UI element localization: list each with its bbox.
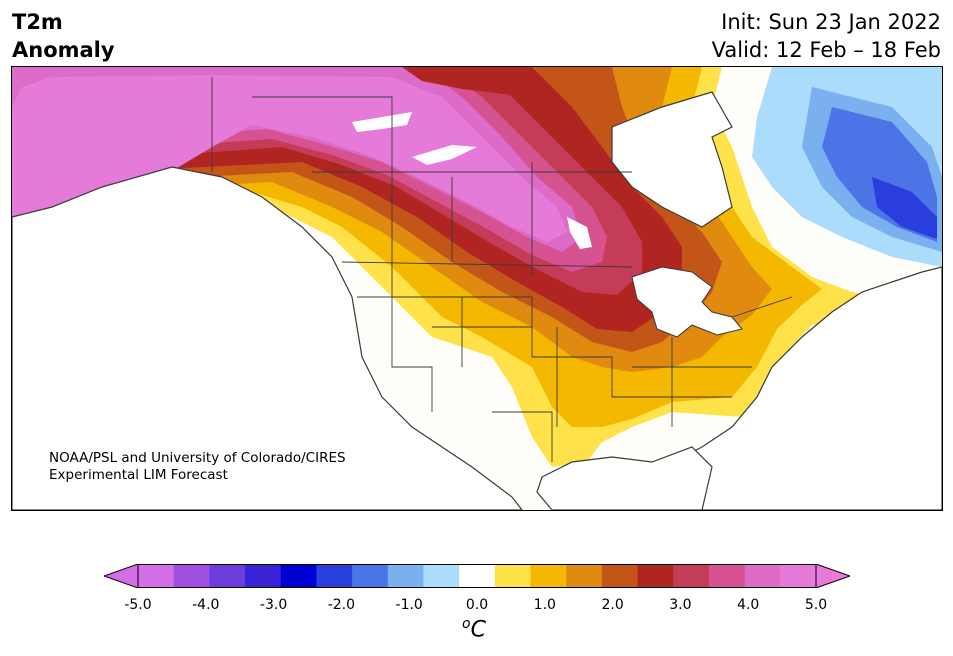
colorbar-outline bbox=[137, 564, 817, 588]
colorbar-cell bbox=[209, 564, 246, 588]
colorbar-tick-label: 0.0 bbox=[465, 597, 489, 613]
colorbar-tick-label: -3.0 bbox=[259, 597, 288, 613]
colorbar-cell bbox=[173, 564, 210, 588]
anomaly-contour-5 bbox=[12, 75, 567, 242]
map-title: T2m Anomaly bbox=[12, 8, 115, 64]
gulf-of-mexico bbox=[536, 446, 713, 510]
init-date: Init: Sun 23 Jan 2022 bbox=[721, 10, 941, 34]
colorbar bbox=[104, 564, 850, 588]
colorbar-cell bbox=[637, 564, 674, 588]
colorbar-cell bbox=[566, 564, 603, 588]
lake-winnipeg bbox=[567, 217, 592, 249]
colorbar-tick-label: -1.0 bbox=[395, 597, 423, 613]
credit-text: NOAA/PSL and University of Colorado/CIRE… bbox=[49, 450, 346, 484]
colorbar-tick-label: -5.0 bbox=[124, 597, 152, 613]
forecast-dates: Init: Sun 23 Jan 2022 Valid: 12 Feb – 18… bbox=[712, 8, 941, 64]
title-variable: T2m bbox=[12, 10, 63, 34]
unit-letter: C bbox=[470, 617, 486, 643]
great-slave-lake bbox=[412, 145, 477, 165]
credit-line-1: NOAA/PSL and University of Colorado/CIRE… bbox=[49, 450, 346, 466]
valid-range: Valid: 12 Feb – 18 Feb bbox=[711, 38, 941, 62]
great-bear-lake bbox=[352, 112, 412, 132]
colorbar-cell bbox=[138, 564, 175, 588]
title-type: Anomaly bbox=[12, 38, 115, 62]
colorbar-cell bbox=[459, 564, 496, 588]
colorbar-cell bbox=[708, 564, 746, 588]
pacific-ocean bbox=[12, 166, 523, 510]
colorbar-cell bbox=[530, 564, 567, 588]
colorbar-cell bbox=[673, 564, 710, 588]
colorbar-tick-label: -2.0 bbox=[327, 597, 356, 613]
hudson-bay bbox=[611, 91, 733, 228]
colorbar-cell bbox=[423, 564, 460, 588]
anomaly-map bbox=[11, 66, 943, 511]
colorbar-tick-label: 1.0 bbox=[533, 597, 556, 613]
colorbar-tick-label: 4.0 bbox=[737, 597, 760, 613]
colorbar-cell bbox=[280, 564, 317, 588]
colorbar-tick-label: 2.0 bbox=[601, 597, 624, 613]
colorbar-tick-label: -4.0 bbox=[192, 597, 220, 613]
colorbar-cells bbox=[138, 564, 817, 588]
colorbar-over-arrow bbox=[815, 564, 850, 588]
credit-line-2: Experimental LIM Forecast bbox=[49, 467, 228, 483]
colorbar-cell bbox=[245, 564, 282, 588]
colorbar-cell bbox=[352, 564, 389, 588]
colorbar-unit: oC bbox=[462, 616, 486, 642]
great-lakes bbox=[631, 266, 743, 338]
map-canvas bbox=[12, 67, 942, 510]
cold-contour-2-5 bbox=[872, 177, 937, 239]
colorbar-cell bbox=[494, 564, 532, 588]
colorbar-under-arrow bbox=[104, 564, 139, 588]
colorbar-cell bbox=[780, 564, 817, 588]
colorbar-cell bbox=[387, 564, 424, 588]
political-borders bbox=[211, 77, 793, 462]
unit-degree: o bbox=[462, 616, 471, 632]
colorbar-cell bbox=[601, 564, 639, 588]
colorbar-tick-label: 5.0 bbox=[804, 597, 828, 613]
colorbar-cell bbox=[744, 564, 781, 588]
arctic-anomaly bbox=[402, 67, 542, 95]
colorbar-tick-label: 3.0 bbox=[669, 597, 692, 613]
colorbar-cell bbox=[316, 564, 353, 588]
colorbar-ticks: -5.0 -4.0 -3.0 -2.0 -1.0 0.0 1.0 2.0 3.0 4.0 5.0 bbox=[0, 597, 953, 617]
